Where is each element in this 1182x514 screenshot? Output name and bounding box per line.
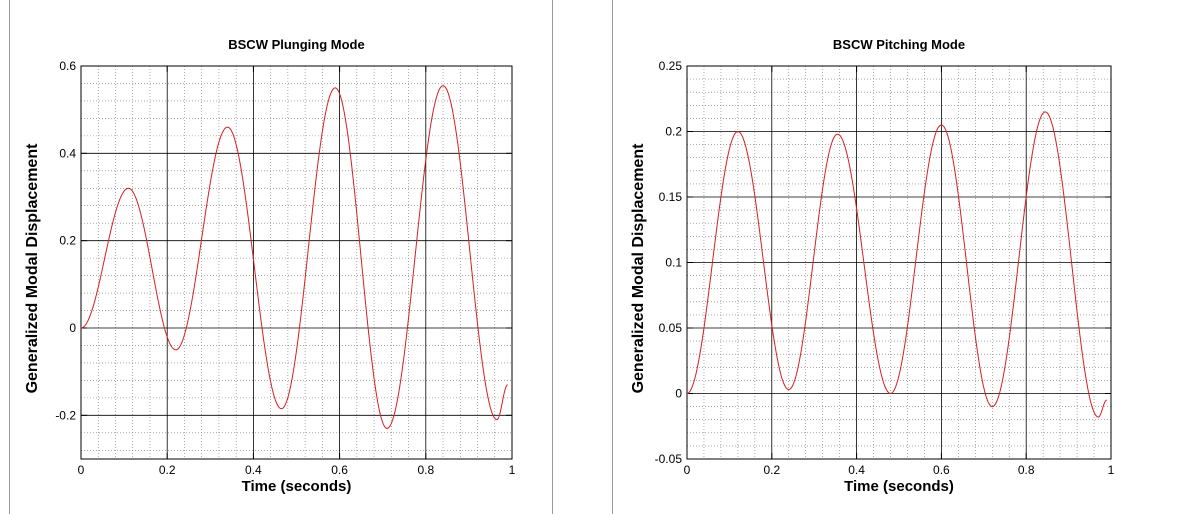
plunging-mode-panel: 0 0.2 0.4 0.6 0.8 1 -0.2 0 0.2 0.4 0.6 BSCW Plungin… <box>0 0 590 514</box>
center-divider-right <box>612 0 613 514</box>
x-tick-label: 0.6 <box>933 463 950 477</box>
x-tick-label: 0.2 <box>763 463 780 477</box>
x-tick-label: 1 <box>509 463 516 477</box>
y-tick-label: 0.25 <box>659 59 683 73</box>
x-axis-label: Time (seconds) <box>844 478 954 495</box>
x-tick-label: 0.4 <box>245 463 262 477</box>
chart-title: BSCW Plunging Mode <box>228 37 364 52</box>
x-tick-label: 0 <box>78 463 85 477</box>
y-tick-label: 0 <box>675 387 682 401</box>
y-tick-label: 0.6 <box>59 59 76 73</box>
center-divider-left <box>552 0 553 514</box>
minor-grid <box>81 66 512 459</box>
y-axis-label: Generalized Modal Displacement <box>24 143 41 394</box>
x-tick-label: 0 <box>684 463 691 477</box>
plot-frame <box>80 65 513 460</box>
x-tick-label: 0.8 <box>1018 463 1035 477</box>
major-grid <box>81 66 512 459</box>
y-tick-label: 0.2 <box>665 125 682 139</box>
x-tick-label: 0.2 <box>159 463 176 477</box>
y-tick-label: 0.15 <box>659 190 683 204</box>
y-tick-label: -0.2 <box>55 408 76 422</box>
chart-title: BSCW Pitching Mode <box>833 37 965 52</box>
major-grid <box>687 66 1111 459</box>
x-tick-label: 0.4 <box>848 463 865 477</box>
left-panel-border <box>9 0 10 514</box>
y-tick-label: 0 <box>69 321 76 335</box>
y-tick-label: -0.05 <box>655 452 683 466</box>
y-tick-label: 0.05 <box>659 321 683 335</box>
series-line-0 <box>80 85 508 429</box>
y-tick-label: 0.1 <box>665 256 682 270</box>
y-tick-label: 0.2 <box>59 234 76 248</box>
x-tick-label: 0.6 <box>331 463 348 477</box>
pitching-mode-chart: 0 0.2 0.4 0.6 0.8 1-0.0500.050.10.150.20.25BS… <box>630 37 1115 495</box>
y-tick-label: 0.4 <box>59 146 76 160</box>
series-line-0 <box>686 111 1107 418</box>
y-axis-label: Generalized Modal Displacement <box>630 143 647 394</box>
plunging-mode-chart: 0 0.2 0.4 0.6 0.8 1 -0.2 0 0.2 0.4 0.6 BSCW Plungin… <box>24 37 516 495</box>
pitching-mode-panel: 0 0.2 0.4 0.6 0.8 1 -0.05 0 0.05 0.1 0.15 0.2 0.25 BS… <box>590 0 1182 514</box>
x-axis-label: Time (seconds) <box>242 478 352 495</box>
x-tick-label: 0.8 <box>417 463 434 477</box>
x-tick-label: 1 <box>1108 463 1115 477</box>
